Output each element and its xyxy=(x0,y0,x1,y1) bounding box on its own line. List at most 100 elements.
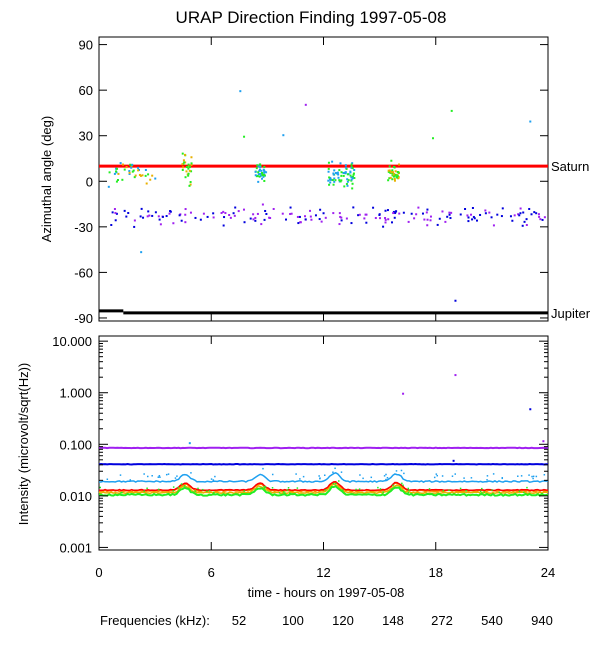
chart-title: URAP Direction Finding 1997-05-08 xyxy=(176,8,447,27)
intensity-point xyxy=(520,475,523,477)
intensity-point xyxy=(190,472,192,474)
azimuth-point xyxy=(148,214,151,217)
azimuth-ytick-label: -60 xyxy=(74,265,93,280)
azimuth-outlier-point xyxy=(239,90,242,93)
azimuth-ytick-label: 30 xyxy=(79,129,93,144)
azimuth-point xyxy=(190,170,193,173)
azimuth-point xyxy=(340,179,343,182)
intensity-point xyxy=(379,488,382,490)
intensity-point xyxy=(129,479,132,481)
azimuth-point xyxy=(296,215,299,218)
azimuth-point xyxy=(352,172,355,175)
azimuth-point xyxy=(189,181,192,184)
azimuth-point xyxy=(132,169,135,172)
azimuth-point xyxy=(521,224,524,227)
azimuth-point xyxy=(518,214,521,217)
intensity-point xyxy=(501,477,504,479)
azimuth-point xyxy=(115,180,118,183)
intensity-point xyxy=(172,486,175,488)
azimuth-point xyxy=(299,221,302,224)
azimuth-point xyxy=(421,212,424,215)
intensity-point xyxy=(334,482,337,485)
azimuth-outlier-point xyxy=(432,137,435,140)
azimuth-point xyxy=(395,176,398,179)
azimuth-point xyxy=(333,169,336,172)
azimuth-point xyxy=(436,223,439,226)
intensity-point xyxy=(442,489,445,492)
azimuth-point xyxy=(492,224,495,227)
azimuth-point xyxy=(384,221,387,224)
azimuth-point xyxy=(117,172,120,175)
azimuth-point xyxy=(345,217,348,220)
azimuth-point xyxy=(331,179,334,182)
azimuth-point xyxy=(353,177,356,180)
azimuth-point xyxy=(394,212,397,215)
azimuth-point xyxy=(263,171,266,174)
azimuth-point xyxy=(242,208,245,211)
intensity-point xyxy=(263,487,266,489)
intensity-point xyxy=(158,474,161,477)
azimuth-point xyxy=(125,166,128,169)
azimuth-point xyxy=(139,174,142,177)
azimuth-point xyxy=(261,174,264,177)
azimuth-point xyxy=(396,174,399,177)
intensity-point xyxy=(535,475,538,478)
azimuth-point xyxy=(265,212,268,215)
azimuth-point xyxy=(110,223,113,226)
azimuth-point xyxy=(350,178,353,181)
saturn-label: Saturn xyxy=(551,159,589,174)
azimuth-point xyxy=(339,215,342,218)
intensity-point xyxy=(451,475,454,477)
azimuth-point xyxy=(490,216,493,219)
intensity-line-540 xyxy=(98,462,548,466)
intensity-point xyxy=(143,490,146,492)
intensity-point xyxy=(383,475,386,477)
azimuth-point xyxy=(128,170,131,173)
azimuth-point xyxy=(511,219,514,222)
legend-entry-272: 272 xyxy=(431,613,453,628)
azimuth-point xyxy=(258,168,261,171)
azimuth-point xyxy=(115,170,118,173)
azimuth-point xyxy=(393,179,396,182)
azimuth-point xyxy=(284,218,287,221)
intensity-point xyxy=(282,491,285,493)
azimuth-point xyxy=(154,211,157,214)
azimuth-point xyxy=(429,219,432,222)
intensity-point xyxy=(165,473,168,476)
azimuth-point xyxy=(147,173,150,176)
azimuth-point xyxy=(260,177,263,180)
intensity-point xyxy=(243,490,246,492)
azimuth-point xyxy=(384,218,387,221)
intensity-panel: 0 6 12 18 24 10.000 1.000 0.100 0.010 0.001 Inten… xyxy=(16,334,555,580)
azimuth-point xyxy=(128,172,131,175)
azimuth-point xyxy=(111,211,114,214)
azimuth-point xyxy=(304,218,307,221)
azimuth-point xyxy=(114,219,117,222)
azimuth-point xyxy=(346,184,349,187)
intensity-point xyxy=(157,476,160,478)
azimuth-point xyxy=(351,162,354,165)
azimuth-point xyxy=(220,212,223,215)
azimuth-point xyxy=(340,219,343,222)
azimuth-point xyxy=(263,179,266,182)
azimuth-point xyxy=(471,206,474,209)
intensity-point xyxy=(401,482,403,485)
azimuth-point xyxy=(263,174,266,177)
intensity-point xyxy=(318,475,320,477)
azimuth-point xyxy=(378,214,381,217)
legend-entry-148: 148 xyxy=(382,613,404,628)
azimuth-point xyxy=(144,174,147,177)
intensity-point xyxy=(526,486,528,489)
azimuth-point xyxy=(310,218,313,221)
azimuth-point xyxy=(262,168,265,171)
intensity-point xyxy=(498,491,501,494)
x-axis-label: time - hours on 1997-05-08 xyxy=(248,585,405,600)
azimuth-point xyxy=(426,208,429,211)
azimuth-point xyxy=(154,177,157,180)
azimuth-point xyxy=(116,167,119,170)
azimuth-point xyxy=(391,169,394,172)
intensity-point xyxy=(323,474,326,477)
intensity-point xyxy=(262,467,264,470)
azimuth-point xyxy=(392,212,395,215)
